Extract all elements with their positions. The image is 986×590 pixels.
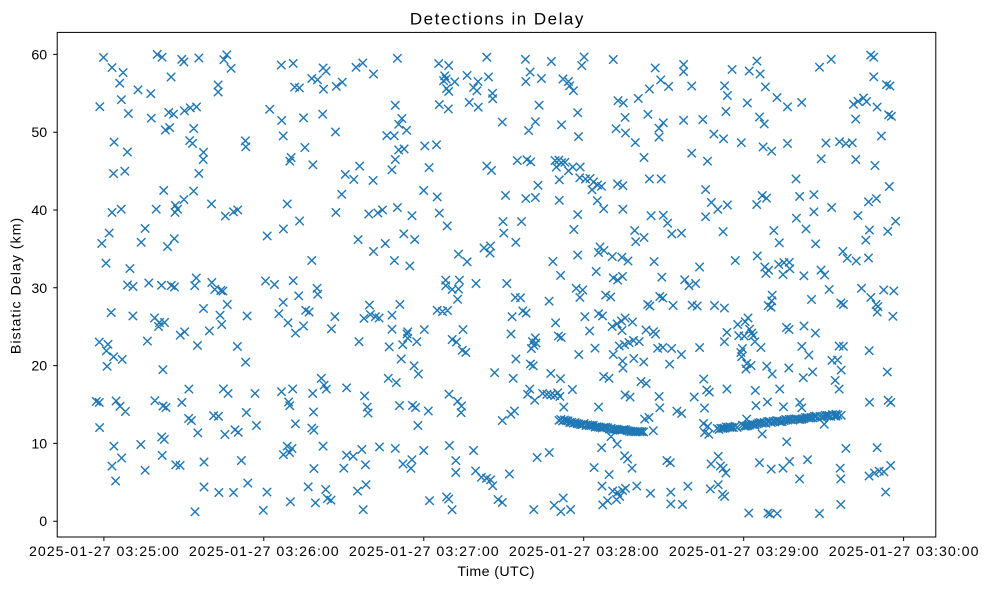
svg-text:2025-01-27 03:28:00: 2025-01-27 03:28:00	[509, 544, 660, 560]
svg-text:Time (UTC): Time (UTC)	[457, 564, 535, 580]
svg-text:20: 20	[31, 359, 47, 375]
svg-text:60: 60	[31, 47, 47, 63]
svg-text:40: 40	[31, 203, 47, 219]
svg-text:Detections in Delay: Detections in Delay	[410, 10, 585, 29]
svg-text:2025-01-27 03:30:00: 2025-01-27 03:30:00	[829, 544, 980, 560]
svg-text:2025-01-27 03:27:00: 2025-01-27 03:27:00	[349, 544, 500, 560]
svg-text:Bistatic Delay (km): Bistatic Delay (km)	[8, 217, 24, 354]
svg-text:0: 0	[39, 514, 47, 530]
svg-text:2025-01-27 03:26:00: 2025-01-27 03:26:00	[189, 544, 340, 560]
svg-text:10: 10	[31, 436, 47, 452]
svg-text:50: 50	[31, 125, 47, 141]
svg-text:2025-01-27 03:29:00: 2025-01-27 03:29:00	[669, 544, 820, 560]
svg-text:30: 30	[31, 281, 47, 297]
svg-text:2025-01-27 03:25:00: 2025-01-27 03:25:00	[29, 544, 180, 560]
